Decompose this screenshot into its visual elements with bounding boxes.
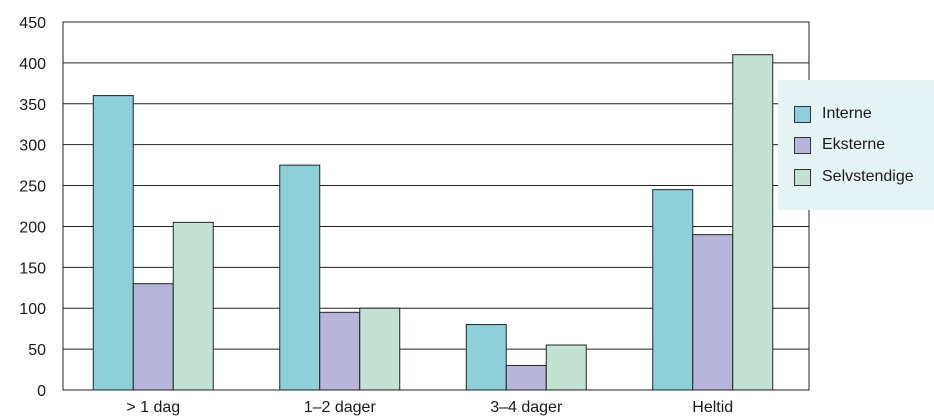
bar-selvstendige-0 bbox=[172, 221, 214, 391]
bar-interne-0 bbox=[92, 95, 134, 391]
legend-label-eksterne: Eksterne bbox=[822, 136, 886, 153]
bar-eksterne-0 bbox=[132, 283, 174, 391]
legend-item-interne: Interne bbox=[794, 103, 872, 125]
legend-label-interne: Interne bbox=[822, 105, 872, 122]
bar-interne-2 bbox=[465, 324, 507, 391]
bar-interne-3 bbox=[652, 189, 694, 391]
bar-eksterne-3 bbox=[692, 234, 734, 391]
legend-item-eksterne: Eksterne bbox=[794, 134, 885, 156]
legend-swatch-eksterne bbox=[794, 136, 811, 154]
bar-selvstendige-2 bbox=[545, 344, 587, 391]
y-axis-tick-labels: 0 50 100 150 200 250 300 350 400 450 bbox=[19, 15, 46, 400]
y-tick-label: 200 bbox=[19, 219, 46, 236]
bar-selvstendige-1 bbox=[359, 307, 401, 391]
bar-eksterne-2 bbox=[505, 364, 547, 391]
legend-swatch-interne bbox=[794, 105, 811, 123]
x-tick-label: 1–2 dager bbox=[304, 399, 377, 416]
x-tick-label: Heltid bbox=[692, 399, 733, 416]
bar-eksterne-1 bbox=[319, 311, 361, 391]
legend-item-selvstendige: Selvstendige bbox=[794, 166, 914, 188]
bar-interne-1 bbox=[279, 164, 321, 391]
y-tick-label: 50 bbox=[28, 342, 46, 359]
y-tick-label: 100 bbox=[19, 301, 46, 318]
legend-label-selvstendige: Selvstendige bbox=[822, 168, 914, 185]
y-tick-label: 450 bbox=[19, 15, 46, 32]
y-tick-label: 400 bbox=[19, 56, 46, 73]
legend: Interne Eksterne Selvstendige bbox=[778, 80, 934, 210]
x-axis-tick-labels: > 1 dag 1–2 dager 3–4 dager Heltid bbox=[126, 399, 733, 416]
y-tick-label: 250 bbox=[19, 179, 46, 196]
y-tick-label: 150 bbox=[19, 260, 46, 277]
y-tick-label: 350 bbox=[19, 97, 46, 114]
y-tick-label: 0 bbox=[37, 383, 46, 400]
y-tick-label: 300 bbox=[19, 138, 46, 155]
bar-selvstendige-3 bbox=[732, 54, 774, 391]
x-tick-label: > 1 dag bbox=[126, 399, 180, 416]
bars bbox=[92, 54, 774, 391]
x-tick-label: 3–4 dager bbox=[490, 399, 563, 416]
legend-swatch-selvstendige bbox=[794, 168, 811, 186]
